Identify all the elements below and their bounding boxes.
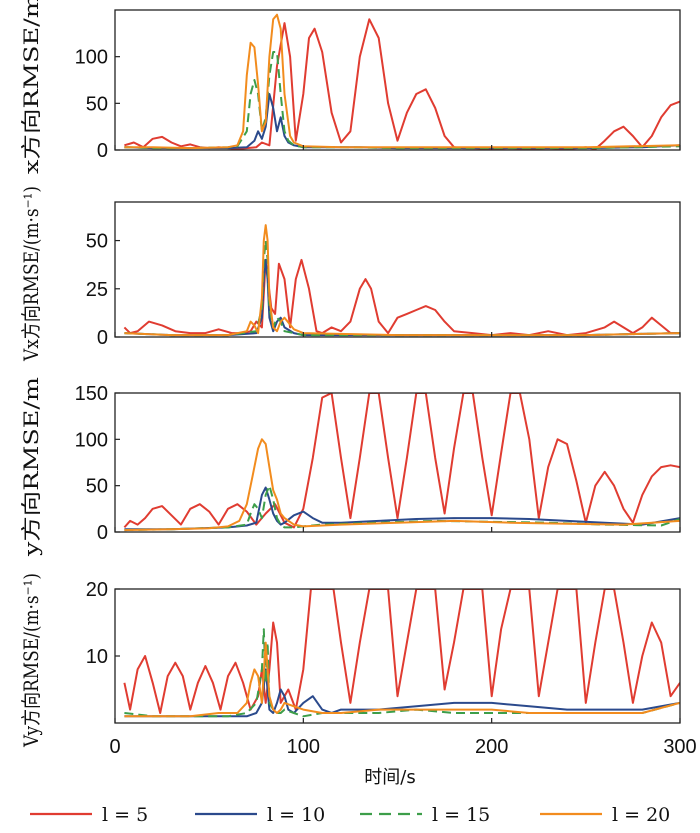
x-tick-label: 200 — [475, 736, 508, 758]
panels: 050100x方向RMSE/m02550Vx方向RMSE/(m·s⁻¹)0501… — [19, 0, 697, 758]
x-tick-label: 0 — [109, 736, 120, 758]
series-line-1 — [123, 258, 680, 337]
y-tick-label: 0 — [97, 140, 108, 162]
y-tick-label: 20 — [86, 579, 108, 601]
y-tick-label: 50 — [86, 476, 108, 498]
legend-label: l = 10 — [267, 804, 325, 826]
panel-1: 0 50 100 x方向RMSE/m — [19, 0, 681, 174]
series-line-4 — [124, 438, 680, 532]
y-tick-label: 10 — [86, 646, 108, 668]
panel-3: 0 50 100 150 y方向RMSE/m — [19, 377, 681, 557]
legend-item-3: l = 15 — [360, 804, 490, 826]
legend-label: l = 20 — [612, 804, 670, 826]
plot-frame — [114, 392, 681, 533]
y-tick-label: 100 — [75, 429, 108, 451]
legend-label: l = 15 — [432, 804, 490, 826]
series-line-3 — [124, 239, 680, 337]
plot-frame — [114, 9, 681, 151]
series-line-4 — [124, 13, 680, 150]
plot-frame — [114, 201, 681, 338]
series-line-4 — [124, 641, 680, 718]
series-line-3 — [124, 51, 680, 150]
y-axis-label: Vx方向RMSE/(m·s⁻¹) — [19, 186, 43, 362]
y-axis-label: y方向RMSE/m — [19, 377, 43, 557]
x-axis-label: 时间/s — [364, 767, 415, 788]
series-line-4 — [124, 224, 680, 337]
y-axis-label: x方向RMSE/m — [19, 0, 43, 174]
plot-frame — [114, 588, 681, 724]
series-line-1 — [123, 589, 680, 714]
legend-item-4: l = 20 — [540, 804, 670, 826]
legend-item-1: l = 5 — [30, 804, 148, 826]
y-tick-label: 150 — [75, 383, 108, 405]
panel-4: 10 20 Vy方向RMSE/(m·s⁻¹) 0 100 200 300 — [19, 573, 697, 758]
legend-label: l = 5 — [102, 804, 148, 826]
series-line-1 — [123, 393, 680, 529]
x-tick-label: 100 — [287, 736, 320, 758]
y-tick-label: 100 — [75, 47, 108, 69]
series-line-2 — [124, 258, 680, 337]
y-axis-label: Vy方向RMSE/(m·s⁻¹) — [19, 573, 43, 748]
legend-item-2: l = 10 — [195, 804, 325, 826]
y-tick-label: 50 — [86, 231, 108, 253]
legend: l = 5 l = 10 l = 15 l = 20 — [30, 804, 670, 826]
series-line-2 — [124, 93, 680, 150]
series-line-2 — [124, 486, 680, 531]
y-tick-label: 0 — [97, 522, 108, 544]
y-tick-label: 50 — [86, 93, 108, 115]
series-line-1 — [124, 18, 680, 150]
y-tick-label: 25 — [86, 279, 108, 301]
x-tick-label: 300 — [663, 736, 696, 758]
panel-2: 0 25 50 Vx方向RMSE/(m·s⁻¹) — [19, 186, 681, 362]
y-tick-label: 0 — [97, 327, 108, 349]
series-line-3 — [124, 628, 680, 718]
